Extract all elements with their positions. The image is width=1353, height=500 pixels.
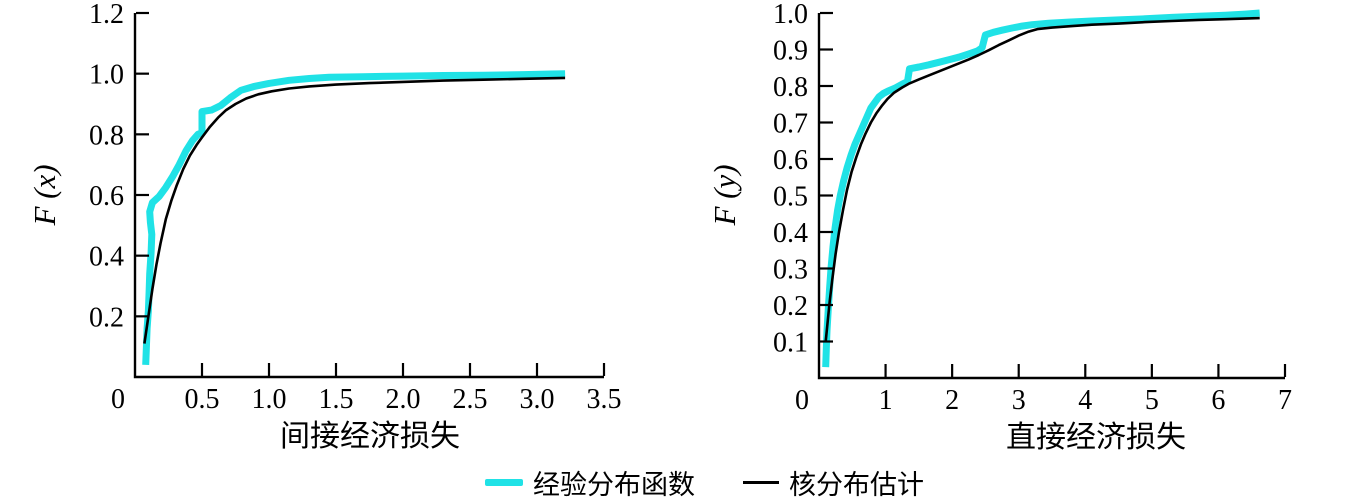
x-tick-label: 1.5	[319, 384, 354, 415]
y-tick-label: 0.3	[773, 255, 808, 286]
x-tick-label: 6	[1211, 385, 1225, 416]
x-tick-label: 0	[795, 385, 809, 416]
x-axis-label: 间接经济损失	[280, 420, 460, 453]
series-kernel-line	[824, 16, 1260, 342]
x-tick-label: 4	[1078, 385, 1092, 416]
x-tick-label: 3	[1012, 385, 1026, 416]
x-tick-label: 1.0	[252, 384, 287, 415]
y-tick-label: 0.5	[773, 182, 808, 213]
chart-legend: 经验分布函数 核分布估计	[485, 463, 924, 500]
y-tick-label: 0.4	[89, 242, 124, 273]
axes-frame	[817, 13, 1285, 380]
y-tick-label: 0.6	[773, 145, 808, 176]
legend-item-kernel: 核分布估计	[743, 463, 924, 500]
legend-label-kernel: 核分布估计	[789, 469, 924, 500]
y-tick-label: 0.8	[89, 120, 124, 151]
x-tick-label: 2.5	[453, 384, 488, 415]
x-tick-label: 5	[1145, 385, 1159, 416]
series-empirical-line	[142, 70, 566, 366]
x-tick-label: 1	[879, 385, 893, 416]
series-empirical-line	[822, 9, 1260, 368]
x-tick-label: 3.5	[587, 384, 622, 415]
y-tick-label: 1.2	[89, 0, 124, 30]
chart-indirect-loss: 0 0.5 1.0 1.5 2.0 2.5 3.0 3.5 0.2 0.4 0.6 0.8 1.0 1.2…	[27, 0, 622, 453]
legend-label-empirical: 经验分布函数	[533, 469, 695, 500]
axes-frame	[133, 13, 604, 379]
x-tick-label: 2	[945, 385, 959, 416]
y-tick-label: 0.2	[773, 291, 808, 322]
legend-swatch-kernel	[743, 480, 779, 484]
x-tick-label: 0.5	[185, 384, 220, 415]
y-tick-label: 0.7	[773, 109, 808, 140]
legend-item-empirical: 经验分布函数	[485, 463, 695, 500]
x-axis-label: 直接经济损失	[1006, 421, 1186, 454]
x-tick-label: 2.0	[386, 384, 421, 415]
y-tick-label: 1.0	[89, 60, 124, 91]
series-kernel-line	[143, 76, 566, 344]
y-tick-label: 0.4	[773, 218, 808, 249]
y-axis-label: F (x)	[27, 164, 62, 226]
legend-swatch-empirical	[485, 478, 523, 486]
x-tick-label: 3.0	[520, 384, 555, 415]
y-tick-label: 0.8	[773, 72, 808, 103]
x-tick-label: 0	[111, 384, 125, 415]
y-tick-label: 0.6	[89, 181, 124, 212]
chart-direct-loss: 0 1 2 3 4 5 6 7 0.1 0.2 0.3 0.4 0.5 0.6 0.7 0.8 0.9 1.0 直接…	[707, 0, 1292, 454]
y-tick-label: 1.0	[773, 0, 808, 30]
y-tick-label: 0.9	[773, 36, 808, 67]
x-tick-label: 7	[1278, 385, 1292, 416]
y-tick-label: 0.2	[89, 302, 124, 333]
y-tick-label: 0.1	[773, 328, 808, 359]
y-axis-label: F (y)	[707, 164, 742, 226]
